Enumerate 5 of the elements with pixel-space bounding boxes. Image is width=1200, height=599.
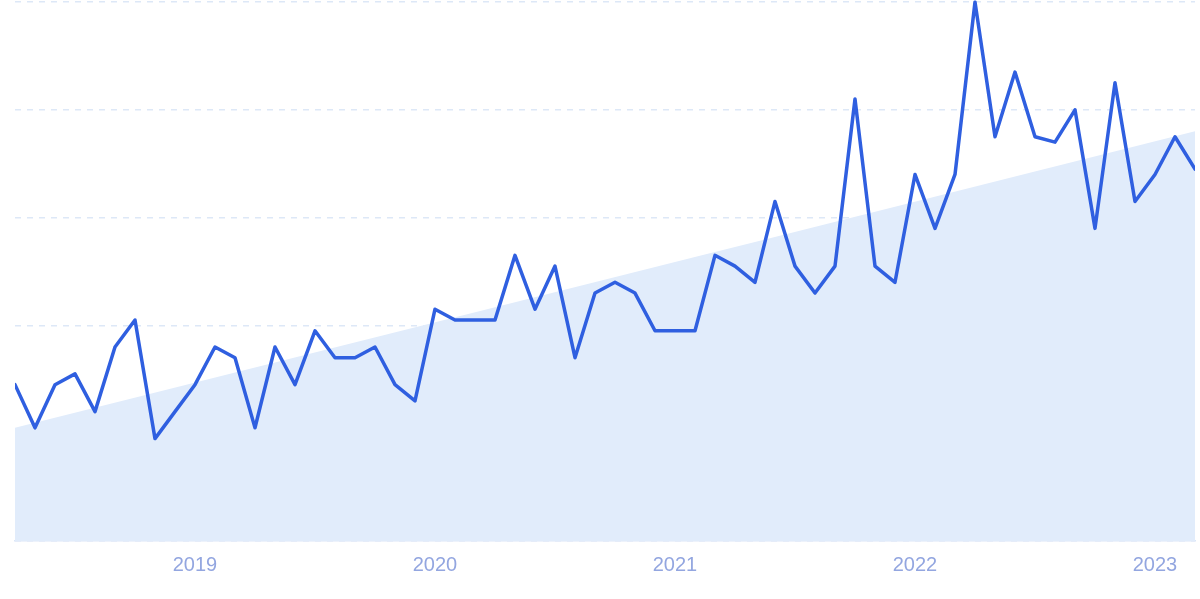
x-tick-label: 2023 [1132, 552, 1178, 575]
x-tick-label: 2019 [172, 552, 218, 575]
x-tick-label: 2022 [892, 552, 938, 575]
x-tick-label: 2021 [652, 552, 698, 575]
x-tick-label: 2020 [412, 552, 458, 575]
